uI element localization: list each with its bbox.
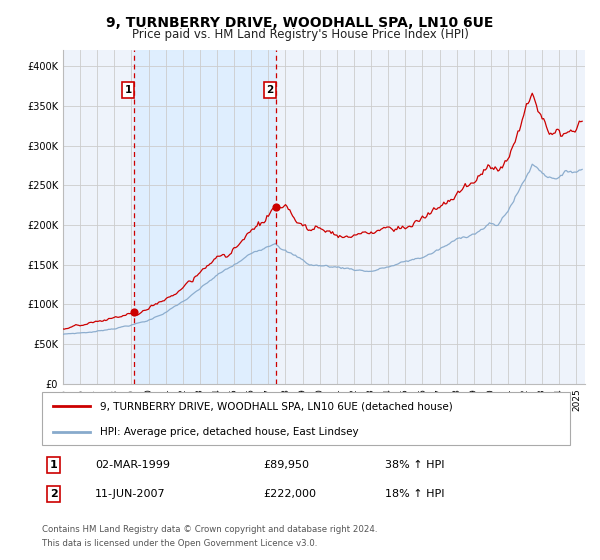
Text: Contains HM Land Registry data © Crown copyright and database right 2024.: Contains HM Land Registry data © Crown c…	[42, 525, 377, 534]
Text: 02-MAR-1999: 02-MAR-1999	[95, 460, 170, 470]
Text: This data is licensed under the Open Government Licence v3.0.: This data is licensed under the Open Gov…	[42, 539, 317, 548]
Text: 11-JUN-2007: 11-JUN-2007	[95, 489, 166, 499]
Point	[271, 203, 281, 212]
Text: 1: 1	[125, 85, 132, 95]
Text: 38% ↑ HPI: 38% ↑ HPI	[385, 460, 445, 470]
Text: 2: 2	[266, 85, 274, 95]
Text: 2: 2	[50, 489, 58, 499]
Text: £89,950: £89,950	[264, 460, 310, 470]
Text: £222,000: £222,000	[264, 489, 317, 499]
Text: 9, TURNBERRY DRIVE, WOODHALL SPA, LN10 6UE (detached house): 9, TURNBERRY DRIVE, WOODHALL SPA, LN10 6…	[100, 402, 453, 412]
Point	[130, 308, 139, 317]
Text: 9, TURNBERRY DRIVE, WOODHALL SPA, LN10 6UE: 9, TURNBERRY DRIVE, WOODHALL SPA, LN10 6…	[106, 16, 494, 30]
Text: HPI: Average price, detached house, East Lindsey: HPI: Average price, detached house, East…	[100, 427, 359, 437]
Text: 18% ↑ HPI: 18% ↑ HPI	[385, 489, 445, 499]
Bar	[134, 50, 276, 384]
Text: 1: 1	[50, 460, 58, 470]
Text: Price paid vs. HM Land Registry's House Price Index (HPI): Price paid vs. HM Land Registry's House …	[131, 28, 469, 41]
